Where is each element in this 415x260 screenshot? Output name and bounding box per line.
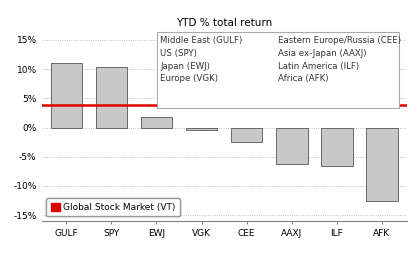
Bar bbox=[156, 32, 399, 108]
Bar bbox=[321, 128, 353, 166]
Bar bbox=[95, 67, 127, 128]
Bar bbox=[276, 128, 308, 164]
Title: YTD % total return: YTD % total return bbox=[176, 18, 272, 28]
Bar bbox=[186, 128, 217, 131]
Bar bbox=[141, 117, 172, 128]
Legend: Global Stock Market (VT): Global Stock Market (VT) bbox=[46, 198, 180, 217]
Bar bbox=[366, 128, 398, 200]
Bar bbox=[231, 128, 262, 142]
Bar bbox=[51, 63, 82, 128]
Text: Middle East (GULF)
US (SPY)
Japan (EWJ)
Europe (VGK): Middle East (GULF) US (SPY) Japan (EWJ) … bbox=[160, 36, 242, 83]
Text: Eastern Europe/Russia (CEE)
Asia ex-Japan (AAXJ)
Latin America (ILF)
Africa (AFK: Eastern Europe/Russia (CEE) Asia ex-Japa… bbox=[278, 36, 401, 83]
